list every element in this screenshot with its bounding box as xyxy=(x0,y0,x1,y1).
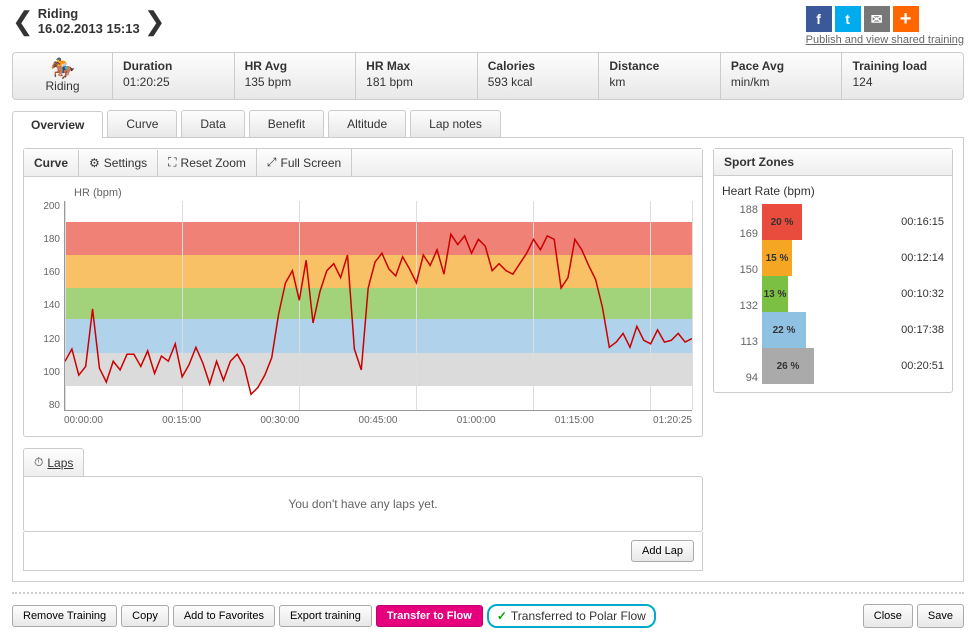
x-tick: 00:30:00 xyxy=(260,415,299,426)
load-value: 124 xyxy=(852,75,953,89)
prev-activity-arrow[interactable]: ❮ xyxy=(12,8,34,34)
reset-zoom-button[interactable]: ⛶Reset Zoom xyxy=(158,149,257,176)
next-activity-arrow[interactable]: ❯ xyxy=(144,8,166,34)
zoom-icon: ⛶ xyxy=(168,155,176,170)
remove-training-button[interactable]: Remove Training xyxy=(12,605,117,627)
more-share-icon[interactable]: + xyxy=(893,6,919,32)
twitter-icon[interactable]: t xyxy=(835,6,861,32)
zone-row: 11322 % 00:17:38 xyxy=(722,312,944,348)
check-icon: ✓ xyxy=(497,609,507,623)
y-tick: 180 xyxy=(34,234,60,245)
zone-bounds: 113 xyxy=(722,312,762,348)
tab-altitude[interactable]: Altitude xyxy=(328,110,406,137)
x-tick: 00:00:00 xyxy=(64,415,103,426)
pace-label: Pace Avg xyxy=(731,59,832,73)
transfer-flow-button[interactable]: Transfer to Flow xyxy=(376,605,483,627)
chart-ylabel: HR (bpm) xyxy=(74,187,692,199)
stopwatch-icon: ⏱ xyxy=(34,455,43,470)
tab-data[interactable]: Data xyxy=(181,110,244,137)
hrmax-label: HR Max xyxy=(366,59,467,73)
zone-bar: 20 % xyxy=(762,204,802,240)
y-tick: 120 xyxy=(34,334,60,345)
tab-benefit[interactable]: Benefit xyxy=(249,110,324,137)
hrmax-value: 181 bpm xyxy=(366,75,467,89)
tab-overview[interactable]: Overview xyxy=(12,111,103,138)
publish-link[interactable]: Publish and view shared training xyxy=(806,34,964,46)
fullscreen-button[interactable]: ⤢Full Screen xyxy=(257,149,352,176)
distance-label: Distance xyxy=(609,59,710,73)
add-lap-button[interactable]: Add Lap xyxy=(631,540,694,562)
zone-time: 00:10:32 xyxy=(842,288,944,300)
zone-bar: 15 % xyxy=(762,240,792,276)
curve-title: Curve xyxy=(24,150,79,176)
tab-lap-notes[interactable]: Lap notes xyxy=(410,110,501,137)
zone-time: 00:12:14 xyxy=(842,252,944,264)
zone-row: 15015 % 00:12:14 xyxy=(722,240,944,276)
hr-chart[interactable] xyxy=(64,201,692,411)
activity-sport: Riding xyxy=(38,6,140,21)
zone-row: 13213 % 00:10:32 xyxy=(722,276,944,312)
activity-datetime: 16.02.2013 15:13 xyxy=(38,21,140,36)
zone-bar: 26 % xyxy=(762,348,814,384)
fullscreen-icon: ⤢ xyxy=(267,155,277,170)
stats-sport-label: Riding xyxy=(23,79,102,93)
copy-button[interactable]: Copy xyxy=(121,605,169,627)
gear-icon: ⚙ xyxy=(89,156,100,170)
zone-time: 00:17:38 xyxy=(842,324,944,336)
zone-time: 00:20:51 xyxy=(842,360,944,372)
calories-label: Calories xyxy=(488,59,589,73)
zone-row: 9426 % 00:20:51 xyxy=(722,348,944,384)
y-tick: 100 xyxy=(34,367,60,378)
x-tick: 00:45:00 xyxy=(359,415,398,426)
zone-bounds: 132 xyxy=(722,276,762,312)
calories-value: 593 kcal xyxy=(488,75,589,89)
hravg-label: HR Avg xyxy=(245,59,346,73)
pace-value: min/km xyxy=(731,75,832,89)
export-button[interactable]: Export training xyxy=(279,605,372,627)
riding-icon: 🏇 xyxy=(23,59,102,79)
y-tick: 160 xyxy=(34,267,60,278)
duration-label: Duration xyxy=(123,59,224,73)
distance-value: km xyxy=(609,75,710,89)
close-button[interactable]: Close xyxy=(863,604,913,628)
y-tick: 140 xyxy=(34,300,60,311)
y-tick: 80 xyxy=(34,400,60,411)
facebook-icon[interactable]: f xyxy=(806,6,832,32)
x-tick: 01:15:00 xyxy=(555,415,594,426)
save-button[interactable]: Save xyxy=(917,604,964,628)
zones-subtitle: Heart Rate (bpm) xyxy=(722,184,944,198)
zone-row: 18816920 % 00:16:15 xyxy=(722,204,944,240)
x-tick: 00:15:00 xyxy=(162,415,201,426)
tab-curve[interactable]: Curve xyxy=(107,110,177,137)
laps-tab[interactable]: ⏱Laps xyxy=(23,448,84,477)
email-icon[interactable]: ✉ xyxy=(864,6,890,32)
laps-empty-text: You don't have any laps yet. xyxy=(23,476,703,532)
zone-bounds: 150 xyxy=(722,240,762,276)
zone-bounds: 94 xyxy=(722,348,762,384)
add-favorites-button[interactable]: Add to Favorites xyxy=(173,605,275,627)
zone-bar: 22 % xyxy=(762,312,806,348)
zone-time: 00:16:15 xyxy=(842,216,944,228)
transferred-badge: ✓Transferred to Polar Flow xyxy=(487,604,656,628)
duration-value: 01:20:25 xyxy=(123,75,224,89)
load-label: Training load xyxy=(852,59,953,73)
zones-title: Sport Zones xyxy=(714,149,804,175)
x-tick: 01:20:25 xyxy=(653,415,692,426)
x-tick: 01:00:00 xyxy=(457,415,496,426)
hravg-value: 135 bpm xyxy=(245,75,346,89)
settings-button[interactable]: ⚙Settings xyxy=(79,150,158,176)
zone-bounds: 188169 xyxy=(722,204,762,240)
y-tick: 200 xyxy=(34,201,60,212)
zone-bar: 13 % xyxy=(762,276,788,312)
stats-bar: 🏇 Riding Duration01:20:25 HR Avg135 bpm … xyxy=(12,52,964,100)
